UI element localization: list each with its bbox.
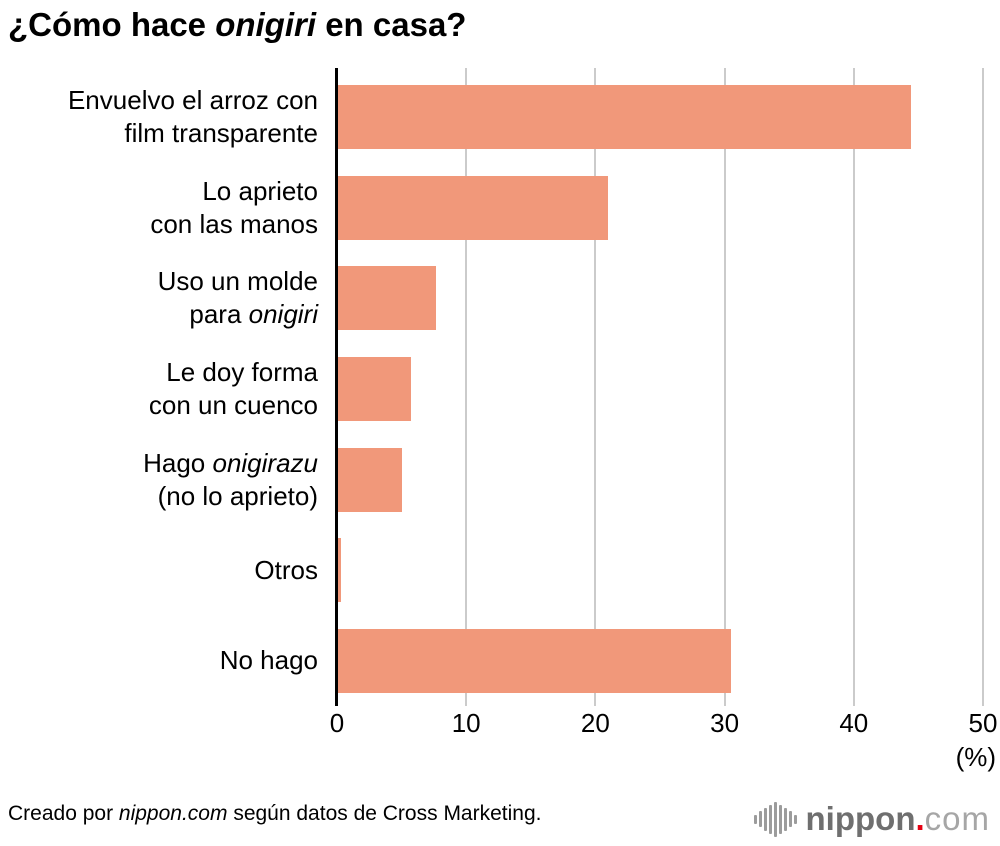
plot-area xyxy=(337,68,984,706)
gridline-50 xyxy=(982,68,984,706)
gridline-20 xyxy=(594,68,597,706)
x-axis-unit-label: (%) xyxy=(955,742,996,772)
chart-title: ¿Cómo hace onigiri en casa? xyxy=(8,6,466,44)
category-label: Le doy forma con un cuenco xyxy=(0,344,318,435)
category-label-line: Otros xyxy=(0,554,318,587)
bar-row: Envuelvo el arroz con film transparente xyxy=(0,72,983,163)
bar-0 xyxy=(337,85,911,150)
x-tick-label-0: 0 xyxy=(329,708,345,738)
x-tick-label-40: 40 xyxy=(839,708,869,738)
bar-row: Hago onigirazu (no lo aprieto) xyxy=(0,434,983,525)
y-axis-line xyxy=(335,68,338,706)
nippon-logo-text: nippon.com xyxy=(806,799,990,839)
bar-track xyxy=(337,434,983,525)
bar-4 xyxy=(337,447,402,512)
category-label-line: No hago xyxy=(0,644,318,677)
bar-row: Lo aprieto con las manos xyxy=(0,163,983,254)
text-segment: según datos de Cross Marketing. xyxy=(227,802,542,825)
category-label-line: Uso un molde xyxy=(0,265,318,298)
category-label-line: Hago onigirazu xyxy=(0,447,318,480)
text-segment: Envuelvo el arroz con xyxy=(67,85,318,116)
category-label-line: para onigiri xyxy=(0,298,318,331)
credit-text: Creado por nippon.com según datos de Cro… xyxy=(8,802,541,826)
category-label-line: (no lo aprieto) xyxy=(0,480,318,513)
category-label-line: Le doy forma xyxy=(0,356,318,389)
italic-text-segment: onigirazu xyxy=(212,447,318,478)
logo-mark-bar xyxy=(763,807,767,831)
category-label-line: con las manos xyxy=(0,208,318,241)
bar-rows: Envuelvo el arroz con film transparente Lo… xyxy=(0,72,983,706)
category-label: Uso un molde para onigiri xyxy=(0,253,318,344)
text-segment: con un cuenco xyxy=(148,389,318,420)
text-segment: ¿Cómo hace xyxy=(8,6,216,43)
category-label: Lo aprieto con las manos xyxy=(0,163,318,254)
bar-row: Le doy forma con un cuenco xyxy=(0,344,983,435)
bar-track xyxy=(337,253,983,344)
x-tick-label-10: 10 xyxy=(451,708,481,738)
gridline-10 xyxy=(465,68,468,706)
category-label-line: Envuelvo el arroz con xyxy=(0,84,318,117)
text-segment: Hago xyxy=(143,447,213,478)
text-segment: Creado por xyxy=(8,802,119,825)
italic-text-segment: onigiri xyxy=(248,299,318,330)
category-label: No hago xyxy=(0,615,318,706)
x-tick-label-30: 30 xyxy=(710,708,740,738)
bar-row: No hago xyxy=(0,615,983,706)
logo-mark-bar xyxy=(753,814,757,824)
x-tick-label-50: 50 xyxy=(968,708,998,738)
bar-1 xyxy=(337,175,609,240)
category-label-line: con un cuenco xyxy=(0,389,318,422)
text-segment: Uso un molde xyxy=(157,266,318,297)
logo-dot: . xyxy=(915,800,925,837)
gridline-30 xyxy=(723,68,726,706)
bar-6 xyxy=(337,628,732,693)
text-segment: film transparente xyxy=(124,118,318,149)
text-segment: para xyxy=(189,299,249,330)
x-tick-label-20: 20 xyxy=(580,708,610,738)
category-label-line: film transparente xyxy=(0,117,318,150)
logo-mark-bar xyxy=(758,811,762,827)
bar-track xyxy=(337,525,983,616)
category-label: Hago onigirazu (no lo aprieto) xyxy=(0,434,318,525)
logo-mark-bar xyxy=(793,814,797,824)
text-segment: (no lo aprieto) xyxy=(157,480,318,511)
x-axis-tick-labels: 0 10 20 30 40 50 xyxy=(330,708,998,740)
category-label: Otros xyxy=(0,525,318,616)
text-segment: Lo aprieto xyxy=(202,175,318,206)
logo-mark-bar xyxy=(768,804,772,834)
bar-5 xyxy=(337,538,341,603)
logo-tld-text: com xyxy=(924,800,990,837)
text-segment: en casa? xyxy=(316,6,467,43)
text-segment: Le doy forma xyxy=(166,356,318,387)
bar-row: Otros xyxy=(0,525,983,616)
italic-text-segment: onigiri xyxy=(215,6,317,43)
logo-mark-bar xyxy=(773,801,777,837)
logo-mark-bar xyxy=(778,804,782,834)
category-label-line: Lo aprieto xyxy=(0,175,318,208)
logo-mark-bar xyxy=(788,811,792,827)
logo-brand-text: nippon xyxy=(805,800,916,837)
nippon-logo-icon xyxy=(753,799,797,839)
bar-2 xyxy=(337,266,437,331)
text-segment: No hago xyxy=(219,645,318,676)
italic-text-segment: nippon.com xyxy=(118,802,228,825)
bar-track xyxy=(337,72,983,163)
text-segment: con las manos xyxy=(150,208,318,239)
bar-track xyxy=(337,344,983,435)
bar-3 xyxy=(337,356,411,421)
nippon-logo: nippon.com xyxy=(753,796,990,842)
bar-row: Uso un molde para onigiri xyxy=(0,253,983,344)
gridline-40 xyxy=(852,68,855,706)
category-label: Envuelvo el arroz con film transparente xyxy=(0,72,318,163)
bar-track xyxy=(337,163,983,254)
text-segment: Otros xyxy=(254,554,318,585)
logo-mark-bar xyxy=(783,807,787,831)
bar-track xyxy=(337,615,983,706)
